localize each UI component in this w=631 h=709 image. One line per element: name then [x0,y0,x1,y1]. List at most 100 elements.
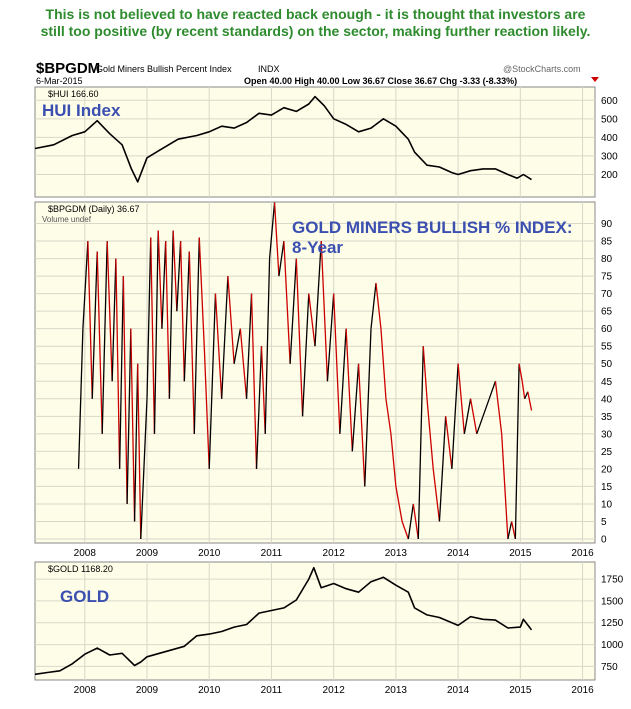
bpgdm-segment [193,237,200,434]
bpgdm-segment [488,381,497,400]
bpgdm-annotation-line-1: GOLD MINERS BULLISH % INDEX: [292,218,573,237]
bpgdm-segment [494,381,503,434]
bpgdm-y-tick-label: 80 [601,254,613,265]
bpgdm-segment [527,391,533,411]
bpgdm-x-tick-label: 2009 [136,548,159,559]
bpgdm-y-tick-label: 55 [601,342,613,353]
bpgdm-segment [445,416,453,469]
bpgdm-segment [203,346,210,469]
bpgdm-segment [351,363,360,452]
bpgdm-segment [326,293,335,382]
bpgdm-segment [524,391,529,400]
bpgdm-segment [101,241,108,434]
bpgdm-segment [514,363,520,540]
bpgdm-segment [370,283,377,329]
bpgdm-y-tick-label: 0 [601,535,607,546]
gold-y-tick-label: 1000 [601,640,624,651]
bpgdm-x-tick-label: 2010 [198,548,221,559]
bpgdm-segment [457,363,465,434]
bpgdm-segment [422,346,428,399]
gold-legend: $GOLD 1168.20 [48,564,113,574]
gold-y-tick-label: 750 [601,662,618,673]
bpgdm-segment [314,241,322,347]
gold-x-tick-label: 2008 [74,685,97,696]
bpgdm-segment [115,258,121,469]
bpgdm-segment [482,398,490,417]
bpgdm-segment [417,346,424,540]
caption-line-2: still too positive (by recent standards)… [40,23,591,39]
bpgdm-segment [380,328,387,399]
bpgdm-x-tick-label: 2012 [323,548,346,559]
bpgdm-segment [501,433,509,540]
bpgdm-y-tick-label: 90 [601,219,613,230]
bpgdm-segment [153,230,159,434]
bpgdm-segment [295,258,304,417]
bpgdm-y-tick-label: 5 [601,517,607,528]
bpgdm-y-tick-label: 60 [601,324,613,335]
gold-panel [34,561,596,681]
bpgdm-segment [518,363,523,382]
bpgdm-segment [469,398,478,434]
bpgdm-segment [510,521,516,540]
bpgdm-segment [278,240,285,277]
bpgdm-segment [264,258,271,434]
bpgdm-segment [283,241,291,364]
gold-y-tick-label: 1750 [601,575,624,586]
header-exchange: INDX [258,64,280,74]
header-date: 6-Mar-2015 [36,76,83,86]
gold-x-tick-label: 2015 [509,685,532,696]
bpgdm-segment [432,468,441,522]
bpgdm-segment [301,293,310,417]
hui-y-tick-label: 400 [601,133,618,144]
bpgdm-x-tick-label: 2008 [74,548,97,559]
grid-layer [35,87,595,680]
gold-y-tick-label: 1250 [601,618,624,629]
bpgdm-segment [233,328,241,364]
bpgdm-segment [133,363,139,522]
bpgdm-segment [438,416,447,522]
bpgdm-segment [122,276,128,504]
bpgdm-segment [320,241,329,382]
bpgdm-segment [77,328,84,469]
hui-y-tick-label: 600 [601,96,618,107]
bpgdm-y-tick-label: 75 [601,272,613,283]
bpgdm-x-tick-label: 2013 [385,548,408,559]
gold-x-tick-label: 2016 [571,685,594,696]
bpgdm-segment [268,202,276,259]
bpgdm-y-tick-label: 10 [601,499,613,510]
bpgdm-y-tick-label: 70 [601,289,613,300]
bpgdm-segment [345,328,353,452]
bpgdm-segment [137,363,142,540]
bpgdm-x-tick-label: 2011 [261,548,283,559]
bpgdm-segment [179,241,185,382]
header-ohlc: Open 40.00 High 40.00 Low 36.67 Close 36… [244,76,517,86]
gold-x-tick-label: 2014 [447,685,470,696]
gold-x-tick-label: 2012 [323,685,346,696]
bpgdm-segment [130,328,136,522]
bpgdm-segment [385,398,392,434]
bpgdm-segment [395,486,403,522]
bpgdm-x-tick-label: 2014 [447,548,470,559]
bpgdm-x-tick-label: 2016 [571,548,594,559]
bpgdm-segment [157,230,163,329]
bpgdm-segment [221,276,229,399]
bpgdm-y-tick-label: 35 [601,412,613,423]
bpgdm-segment [126,328,132,504]
caption: This is not believed to have reacted bac… [0,6,631,40]
bpgdm-y-tick-label: 50 [601,359,613,370]
hui-legend: $HUI 166.60 [48,89,99,99]
bpgdm-segment [375,283,382,329]
bpgdm-segment [364,328,372,487]
bpgdm-segment [214,293,223,399]
bpgdm-segment [339,328,347,434]
bpgdm-segment [308,293,316,347]
gold-x-tick-label: 2011 [261,685,283,696]
bpgdm-segment [198,237,205,347]
bpgdm-y-tick-label: 65 [601,307,613,318]
bpgdm-segment [188,251,195,434]
bpgdm-segment [412,503,419,540]
bpgdm-legend-sub: Volume undef [42,215,92,224]
header-symbol: $BPGDM [36,60,100,77]
